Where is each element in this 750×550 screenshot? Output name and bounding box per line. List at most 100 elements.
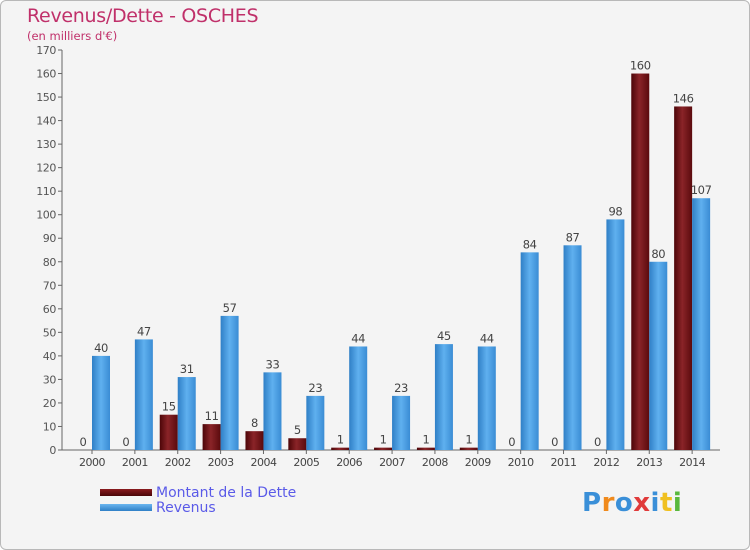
data-label-dette: 11 xyxy=(205,409,219,423)
bar-dette xyxy=(374,447,393,450)
data-label-revenus: 33 xyxy=(266,357,280,371)
x-tick-label: 2003 xyxy=(208,456,234,469)
data-label-dette: 8 xyxy=(251,416,258,430)
y-tick-label: 0 xyxy=(49,444,56,457)
data-label-revenus: 98 xyxy=(608,204,622,218)
y-tick-label: 150 xyxy=(36,91,56,104)
legend-item-revenus: Revenus xyxy=(100,499,296,516)
y-tick-label: 160 xyxy=(36,68,56,81)
bar-revenus xyxy=(477,346,496,450)
logo-letter: i xyxy=(672,488,683,518)
x-tick-label: 2011 xyxy=(551,456,577,469)
y-tick-label: 140 xyxy=(36,115,56,128)
data-label-dette: 0 xyxy=(594,435,601,449)
data-label-revenus: 23 xyxy=(394,381,408,395)
data-label-dette: 1 xyxy=(337,433,344,447)
chart-title: Revenus/Dette - OSCHES xyxy=(27,5,259,27)
x-tick-label: 2013 xyxy=(636,456,662,469)
data-label-dette: 0 xyxy=(508,435,515,449)
data-label-revenus: 23 xyxy=(308,381,322,395)
x-tick-label: 2010 xyxy=(508,456,534,469)
data-label-revenus: 87 xyxy=(566,230,580,244)
logo-letter: o xyxy=(614,488,634,518)
y-tick-label: 40 xyxy=(43,350,57,363)
bar-revenus xyxy=(349,346,368,450)
data-label-revenus: 80 xyxy=(651,247,665,261)
data-label-revenus: 47 xyxy=(137,324,151,338)
data-label-revenus: 57 xyxy=(223,301,237,315)
bar-dette xyxy=(459,447,478,450)
x-tick-label: 2005 xyxy=(293,456,319,469)
bar-revenus xyxy=(649,261,668,450)
bar-revenus xyxy=(263,372,282,450)
legend-label-dette: Montant de la Dette xyxy=(156,484,297,501)
y-tick-label: 110 xyxy=(36,185,56,198)
data-label-dette: 0 xyxy=(80,435,87,449)
bar-dette xyxy=(631,73,650,450)
y-tick-label: 100 xyxy=(36,209,56,222)
y-tick-label: 120 xyxy=(36,162,56,175)
x-tick-label: 2000 xyxy=(79,456,105,469)
y-tick-label: 50 xyxy=(43,326,57,339)
x-tick-label: 2009 xyxy=(465,456,491,469)
bar-revenus xyxy=(606,219,625,450)
y-tick-label: 80 xyxy=(43,256,57,269)
y-tick-label: 70 xyxy=(43,279,57,292)
bar-dette xyxy=(674,106,693,451)
data-label-dette: 160 xyxy=(630,59,651,73)
bar-revenus xyxy=(220,315,239,450)
bar-revenus xyxy=(392,395,411,450)
logo-letter: t xyxy=(659,488,673,518)
data-label-dette: 0 xyxy=(122,435,129,449)
data-label-dette: 0 xyxy=(551,435,558,449)
y-tick-label: 170 xyxy=(36,44,56,57)
data-label-revenus: 45 xyxy=(437,329,451,343)
x-tick-label: 2001 xyxy=(122,456,148,469)
bar-revenus xyxy=(692,198,711,450)
data-label-dette: 15 xyxy=(162,400,176,414)
bar-dette xyxy=(288,438,307,450)
bar-dette xyxy=(416,447,435,450)
y-tick-label: 130 xyxy=(36,138,56,151)
bar-revenus xyxy=(134,339,153,450)
data-label-dette: 5 xyxy=(294,423,301,437)
bar-revenus xyxy=(563,245,582,450)
x-tick-label: 2012 xyxy=(593,456,619,469)
data-label-revenus: 84 xyxy=(523,237,537,251)
x-tick-label: 2002 xyxy=(165,456,191,469)
bar-revenus xyxy=(177,377,196,450)
y-tick-label: 30 xyxy=(43,373,57,386)
logo-letter: r xyxy=(601,488,615,518)
legend-swatch-dette xyxy=(100,489,152,496)
data-label-revenus: 31 xyxy=(180,362,194,376)
bar-revenus xyxy=(306,395,325,450)
data-label-revenus: 107 xyxy=(691,183,712,197)
data-label-revenus: 44 xyxy=(480,331,494,345)
bar-dette xyxy=(202,424,221,450)
logo-letter: P xyxy=(582,488,602,518)
legend-label-revenus: Revenus xyxy=(156,499,216,516)
x-tick-label: 2006 xyxy=(336,456,362,469)
bar-revenus xyxy=(434,344,453,450)
y-tick-label: 90 xyxy=(43,232,57,245)
legend-item-dette: Montant de la Dette xyxy=(100,484,297,501)
chart-subtitle: (en milliers d'€) xyxy=(27,29,118,43)
legend-swatch-revenus xyxy=(100,504,152,511)
bar-dette xyxy=(159,414,178,450)
x-tick-label: 2007 xyxy=(379,456,405,469)
bar-revenus xyxy=(92,355,110,450)
logo-letter: x xyxy=(633,488,651,518)
bar-revenus xyxy=(520,252,539,450)
data-label-dette: 1 xyxy=(422,433,429,447)
x-tick-label: 2014 xyxy=(679,456,705,469)
y-tick-label: 10 xyxy=(43,420,57,433)
data-label-dette: 1 xyxy=(380,433,387,447)
legend: Montant de la Dette Revenus xyxy=(100,484,297,516)
x-tick-label: 2008 xyxy=(422,456,448,469)
data-label-dette: 1 xyxy=(465,433,472,447)
proxiti-logo: Proxiti xyxy=(582,488,682,518)
y-tick-label: 60 xyxy=(43,303,57,316)
bar-dette xyxy=(245,431,264,450)
